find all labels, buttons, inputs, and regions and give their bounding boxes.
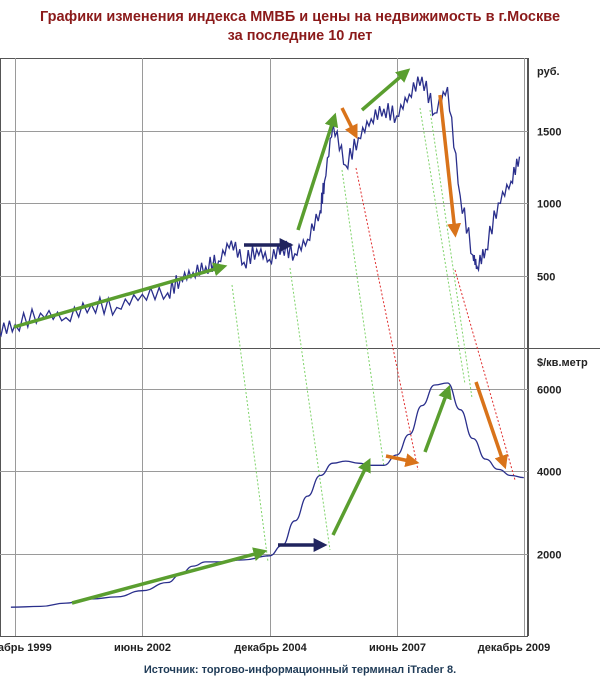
y-tick-label: 2000 bbox=[537, 550, 561, 562]
y-unit-label: руб. bbox=[537, 66, 560, 78]
axis-labels: декабрь 1999 июнь 2002 декабрь 2004 июнь 20… bbox=[0, 66, 588, 654]
x-tick-label: июнь 2007 bbox=[369, 642, 426, 654]
trend-arrow-up bbox=[71, 547, 268, 605]
trend-arrow-down bbox=[438, 94, 462, 238]
trend-arrow-down bbox=[474, 381, 508, 470]
connector-line bbox=[231, 284, 269, 563]
chart-title: Графики изменения индекса ММВБ и цены на… bbox=[0, 8, 600, 46]
chart-title-line1: Графики изменения индекса ММВБ и цены на… bbox=[39, 9, 561, 25]
trend-arrow-up bbox=[423, 384, 452, 453]
trend-arrow-up bbox=[331, 457, 371, 536]
chart-title-line2: за последние 10 лет bbox=[227, 28, 373, 44]
source-note: Источник: торгово-информационный термина… bbox=[143, 664, 457, 676]
connector-lines bbox=[231, 107, 516, 563]
connector-line bbox=[341, 169, 385, 468]
series-line-real-estate bbox=[10, 382, 524, 608]
trend-arrow-up bbox=[296, 112, 339, 231]
connector-line bbox=[419, 107, 466, 385]
trend-arrow-down bbox=[385, 453, 420, 468]
y-tick-label: 4000 bbox=[537, 467, 561, 479]
connector-line bbox=[429, 109, 473, 399]
trend-arrows bbox=[13, 68, 508, 605]
x-tick-label: декабрь 1999 bbox=[0, 642, 52, 654]
x-tick-label: июнь 2002 bbox=[114, 642, 171, 654]
y-unit-label: $/кв.метр bbox=[537, 357, 588, 369]
y-tick-label: 1000 bbox=[537, 199, 561, 211]
x-tick-label: декабрь 2004 bbox=[234, 642, 307, 654]
trend-arrow-up bbox=[360, 68, 411, 112]
x-tick-label: декабрь 2009 bbox=[478, 642, 551, 654]
grid bbox=[0, 58, 600, 637]
trend-arrow-up bbox=[13, 262, 228, 329]
trend-arrow-down bbox=[340, 107, 358, 140]
connector-line bbox=[454, 269, 516, 481]
connector-line bbox=[289, 267, 331, 551]
connector-line bbox=[355, 167, 419, 471]
y-tick-label: 1500 bbox=[537, 127, 561, 139]
series-lines bbox=[0, 76, 524, 608]
plot-frame bbox=[0, 58, 528, 637]
y-tick-label: 500 bbox=[537, 272, 555, 284]
series-line-micex bbox=[0, 76, 521, 338]
y-tick-label: 6000 bbox=[537, 385, 561, 397]
